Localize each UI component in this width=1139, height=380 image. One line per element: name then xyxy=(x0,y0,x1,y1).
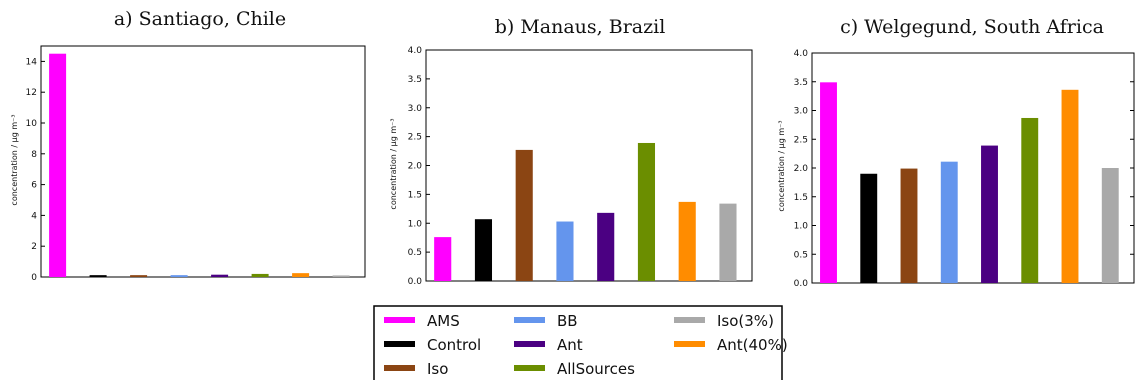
bar-b-ant xyxy=(597,212,615,281)
bar-a-ams xyxy=(49,53,67,278)
bar-b-ams xyxy=(434,237,452,281)
y-tick-label-b: 0.5 xyxy=(408,248,422,258)
y-tick-label-b: 3.5 xyxy=(408,75,422,85)
panel-a-ylabel: concentration / μg m⁻³ xyxy=(10,114,19,205)
legend: AMS Control Iso BB Ant AllSources Iso(3%) Ant(4… xyxy=(373,305,788,380)
legend-label-bb: BB xyxy=(557,312,578,330)
bar-b-allsources xyxy=(637,142,656,281)
bar-c-iso-3- xyxy=(1101,168,1119,283)
y-axis-label-b: concentration / μg m⁻³ xyxy=(389,118,398,209)
y-tick-label-c: 3.5 xyxy=(794,78,808,88)
y-tick-label-c: 1.0 xyxy=(794,222,809,232)
legend-label-control: Control xyxy=(427,336,481,354)
bar-b-iso-3- xyxy=(719,203,737,281)
bar-b-bb xyxy=(556,221,574,281)
y-tick-label-c: 2.5 xyxy=(794,135,808,145)
bar-a-bb xyxy=(170,275,188,277)
bar-c-bb xyxy=(940,161,958,283)
bar-a-ant xyxy=(211,274,229,277)
legend-label-iso-3-: Iso(3%) xyxy=(717,312,774,330)
legend-label-ant-40-: Ant(40%) xyxy=(717,336,788,354)
y-tick-label-a: 6 xyxy=(31,181,37,191)
panel-c: c) Welgegund, South Africa concentration… xyxy=(777,16,1135,289)
chart-title-c: c) Welgegund, South Africa xyxy=(840,16,1104,38)
y-tick-label-b: 1.5 xyxy=(408,190,422,200)
bar-a-ant-40- xyxy=(292,273,310,277)
plot-area-b: 0.0 0.5 1.0 1.5 2.0 2.5 3.0 3.5 4.0 xyxy=(408,46,753,287)
y-tick-label-a: 0 xyxy=(31,273,37,283)
y-tick-label-b: 1.0 xyxy=(408,219,423,229)
y-tick-label-c: 1.5 xyxy=(794,193,808,203)
y-tick-label-b: 4.0 xyxy=(408,46,423,56)
legend-label-allsources: AllSources xyxy=(557,360,635,378)
bar-c-ams xyxy=(820,82,837,283)
chart-title-a: a) Santiago, Chile xyxy=(114,8,286,30)
plot-frame-a xyxy=(40,45,366,278)
y-tick-label-a: 14 xyxy=(26,57,38,67)
legend-label-iso: Iso xyxy=(427,360,448,378)
bar-a-control xyxy=(89,275,107,277)
bar-a-allsources xyxy=(251,273,269,277)
bar-c-ant xyxy=(981,145,998,283)
y-tick-label-a: 8 xyxy=(31,150,37,160)
chart-title-b: b) Manaus, Brazil xyxy=(495,16,666,38)
bar-b-ant-40- xyxy=(678,201,696,281)
y-tick-label-c: 4.0 xyxy=(794,49,809,59)
bar-c-ant-40- xyxy=(1061,89,1079,283)
bar-a-iso-3- xyxy=(332,275,350,277)
y-tick-label-c: 2.0 xyxy=(794,164,809,174)
y-tick-label-a: 2 xyxy=(31,242,37,252)
legend-label-ant: Ant xyxy=(557,336,583,354)
y-tick-label-b: 3.0 xyxy=(408,104,423,114)
y-tick-label-b: 2.5 xyxy=(408,133,422,143)
y-axis-label-a: concentration / μg m⁻³ xyxy=(10,114,19,205)
plot-area-c: 0.0 0.5 1.0 1.5 2.0 2.5 3.0 3.5 4.0 xyxy=(794,49,1135,289)
legend-frame xyxy=(373,305,783,380)
y-tick-label-b: 2.0 xyxy=(408,162,423,172)
y-tick-label-a: 12 xyxy=(26,88,37,98)
bar-b-iso xyxy=(515,149,533,281)
bar-a-iso xyxy=(130,275,148,277)
bar-c-iso xyxy=(900,168,918,283)
y-tick-label-a: 4 xyxy=(31,211,37,221)
y-axis-label-c: concentration / μg m⁻³ xyxy=(777,120,786,211)
y-tick-label-a: 10 xyxy=(26,119,38,129)
bar-b-control xyxy=(474,219,493,281)
bar-c-allsources xyxy=(1021,117,1039,283)
y-tick-label-b: 0.0 xyxy=(408,277,423,287)
bar-c-control xyxy=(860,173,878,283)
y-tick-label-c: 0.5 xyxy=(794,250,808,260)
legend-label-ams: AMS xyxy=(427,312,460,330)
y-tick-label-c: 0.0 xyxy=(794,279,809,289)
y-tick-label-c: 3.0 xyxy=(794,107,809,117)
panel-a: a) Santiago, Chile concentration / μg m⁻… xyxy=(10,8,366,283)
plot-area-a: 0 2 4 6 8 10 12 14 xyxy=(26,45,366,283)
panel-b: b) Manaus, Brazil concentration / μg m⁻³… xyxy=(389,16,753,287)
